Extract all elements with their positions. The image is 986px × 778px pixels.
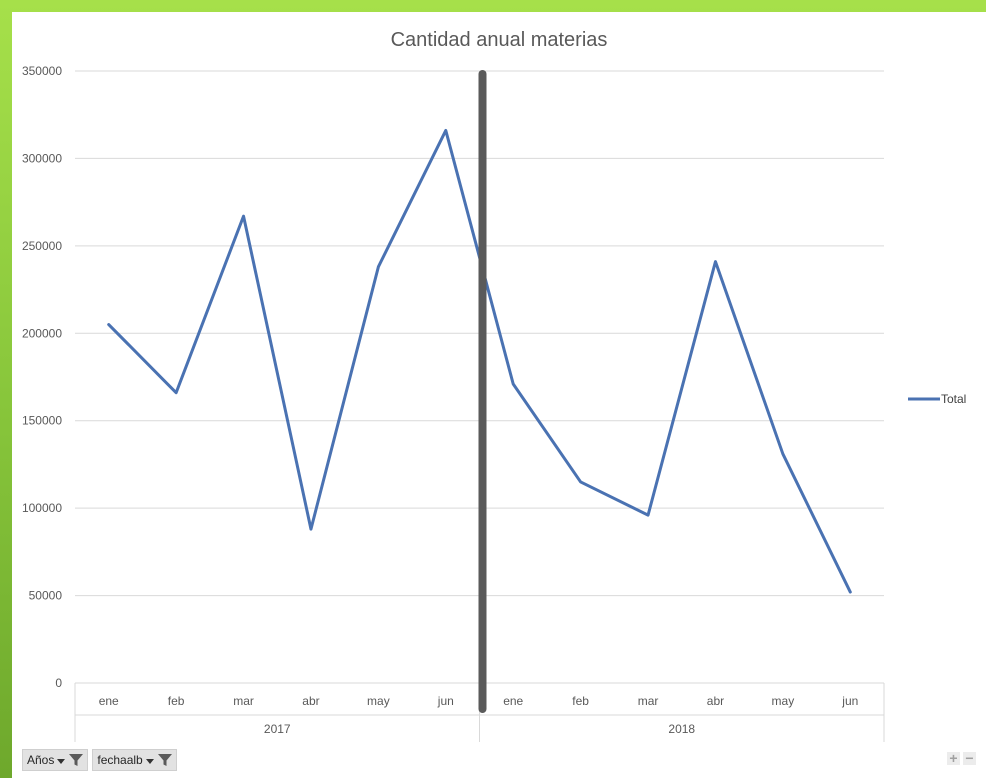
- field-button-label: fechaalb: [97, 753, 143, 767]
- y-tick-label: 0: [55, 676, 62, 690]
- y-tick-label: 150000: [22, 414, 62, 428]
- x-group-label: 2018: [668, 722, 695, 736]
- x-tick-label: feb: [572, 694, 589, 708]
- x-tick-label: jun: [841, 694, 858, 708]
- y-tick-label: 200000: [22, 326, 62, 340]
- chart-canvas: Cantidad anual materias 0 50000 100000 1500…: [22, 29, 966, 742]
- y-axis-ticks: 0 50000 100000 150000 200000 250000 300000 3500…: [22, 64, 62, 690]
- filter-funnel-icon: [157, 754, 172, 766]
- chevron-down-icon: [57, 759, 66, 764]
- chart-title: Cantidad anual materias: [391, 29, 608, 51]
- x-tick-label: mar: [233, 694, 254, 708]
- x-tick-label: may: [367, 694, 390, 708]
- x-group-label: 2017: [264, 722, 291, 736]
- zoom-controls: + −: [947, 751, 976, 765]
- chevron-down-icon: [145, 759, 154, 764]
- filter-funnel-icon: [69, 754, 84, 766]
- x-tick-label: mar: [638, 694, 659, 708]
- x-tick-label: abr: [707, 694, 724, 708]
- collapse-button[interactable]: −: [963, 751, 976, 765]
- y-tick-label: 350000: [22, 64, 62, 78]
- chart-frame: Cantidad anual materias 0 50000 100000 1500…: [12, 12, 986, 778]
- y-tick-label: 100000: [22, 501, 62, 515]
- field-button-fechaalb[interactable]: fechaalb: [92, 749, 177, 771]
- y-tick-label: 50000: [29, 589, 63, 603]
- x-axis-ticks: ene feb mar abr may jun ene feb mar abr may jun 2017…: [74, 683, 885, 742]
- pivot-field-buttons: Años fechaalb: [22, 749, 177, 771]
- x-tick-label: ene: [503, 694, 523, 708]
- y-tick-label: 250000: [22, 239, 62, 253]
- x-tick-label: ene: [99, 694, 119, 708]
- x-tick-label: abr: [302, 694, 319, 708]
- y-tick-label: 300000: [22, 151, 62, 165]
- x-tick-label: may: [772, 694, 795, 708]
- field-button-label: Años: [27, 753, 55, 767]
- legend[interactable]: Total: [908, 392, 966, 406]
- x-tick-label: feb: [168, 694, 185, 708]
- legend-label: Total: [941, 392, 966, 406]
- expand-button[interactable]: +: [947, 751, 960, 765]
- field-button-anos[interactable]: Años: [22, 749, 89, 771]
- x-tick-label: jun: [437, 694, 454, 708]
